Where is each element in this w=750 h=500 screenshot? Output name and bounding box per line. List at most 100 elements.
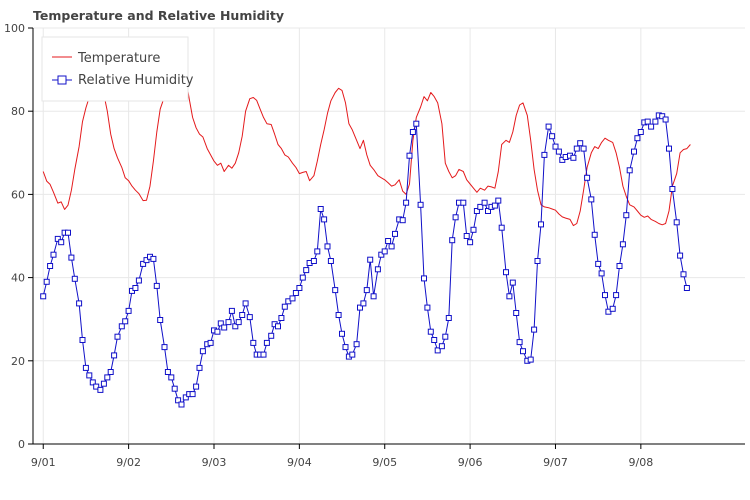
data-point — [619, 241, 626, 248]
data-point — [467, 239, 474, 246]
data-point — [570, 154, 577, 161]
data-point — [107, 369, 114, 375]
data-point — [47, 263, 54, 269]
data-point — [434, 347, 441, 354]
data-point — [189, 391, 196, 398]
x-tick-label: 9/01 — [31, 456, 56, 469]
data-point — [545, 123, 552, 130]
data-point — [588, 196, 595, 203]
data-point — [374, 266, 381, 273]
series-line-temperature — [42, 64, 691, 227]
data-point — [388, 243, 395, 250]
data-point — [385, 238, 392, 244]
data-point — [427, 328, 434, 335]
data-point — [281, 303, 288, 310]
data-point — [332, 287, 339, 294]
data-point — [175, 397, 182, 404]
data-point — [79, 337, 86, 343]
data-point — [296, 285, 303, 291]
data-point — [577, 140, 584, 147]
data-point — [438, 343, 445, 350]
data-point — [683, 285, 690, 291]
y-tick-label: 20 — [11, 355, 25, 368]
data-point — [591, 231, 598, 238]
data-point — [363, 287, 370, 294]
data-point — [40, 293, 47, 300]
data-point — [631, 148, 637, 155]
data-point — [250, 339, 257, 346]
data-point — [335, 312, 342, 318]
data-point — [498, 224, 505, 231]
data-point — [232, 323, 239, 330]
data-point — [659, 113, 666, 120]
data-point — [278, 315, 285, 321]
data-point — [268, 332, 275, 339]
data-point — [317, 206, 324, 212]
data-point — [378, 251, 385, 258]
data-point — [207, 339, 214, 346]
data-point — [538, 221, 544, 228]
data-point — [662, 116, 669, 123]
data-point — [289, 295, 296, 302]
data-point — [623, 212, 630, 219]
data-point — [260, 351, 267, 358]
data-point — [360, 300, 367, 307]
data-point — [460, 199, 467, 206]
data-point — [613, 292, 620, 299]
data-point — [644, 118, 651, 125]
data-point — [349, 351, 356, 358]
data-point — [314, 248, 321, 255]
data-point — [214, 328, 221, 335]
data-point — [339, 330, 345, 337]
data-point — [299, 274, 306, 281]
y-tick-label: 40 — [11, 272, 25, 285]
data-point — [196, 364, 203, 371]
data-point — [473, 208, 480, 214]
data-point — [150, 255, 157, 262]
data-point — [161, 344, 168, 351]
x-axis-ticks: 9/01 9/02 9/03 9/04 9/05 9/06 9/07 9/08 — [31, 444, 653, 469]
data-point — [602, 292, 608, 299]
data-point — [140, 260, 147, 267]
x-tick-label: 9/04 — [287, 456, 312, 469]
data-point — [485, 208, 491, 214]
data-point — [342, 344, 349, 351]
data-point — [677, 252, 684, 259]
data-point — [275, 323, 281, 330]
series-relative-humidity — [40, 112, 690, 408]
data-point — [616, 263, 623, 269]
data-point — [89, 379, 96, 386]
data-point — [431, 337, 438, 343]
data-point — [58, 239, 65, 246]
y-tick-label: 80 — [11, 105, 25, 118]
data-point — [54, 235, 61, 242]
data-point — [509, 279, 516, 286]
data-point — [392, 230, 398, 237]
data-point — [403, 199, 410, 206]
data-point — [353, 341, 360, 348]
data-point — [193, 383, 200, 390]
data-point — [182, 394, 189, 401]
series-layer — [40, 64, 691, 408]
data-point — [573, 145, 580, 152]
data-point — [424, 304, 431, 311]
data-point — [463, 233, 470, 239]
data-point — [609, 305, 616, 312]
data-point — [235, 319, 242, 326]
data-point — [82, 364, 89, 371]
x-tick-label: 9/02 — [116, 456, 141, 469]
data-point — [97, 386, 104, 393]
data-point — [531, 326, 538, 333]
data-point — [93, 383, 100, 390]
data-point — [125, 307, 132, 314]
series-temperature — [42, 64, 691, 227]
data-point — [506, 293, 513, 300]
data-point — [135, 277, 142, 284]
data-point — [445, 315, 452, 321]
x-tick-label: 9/06 — [458, 456, 483, 469]
data-point — [132, 285, 139, 291]
data-point — [303, 267, 310, 274]
data-point — [178, 401, 185, 408]
data-point — [118, 323, 125, 330]
